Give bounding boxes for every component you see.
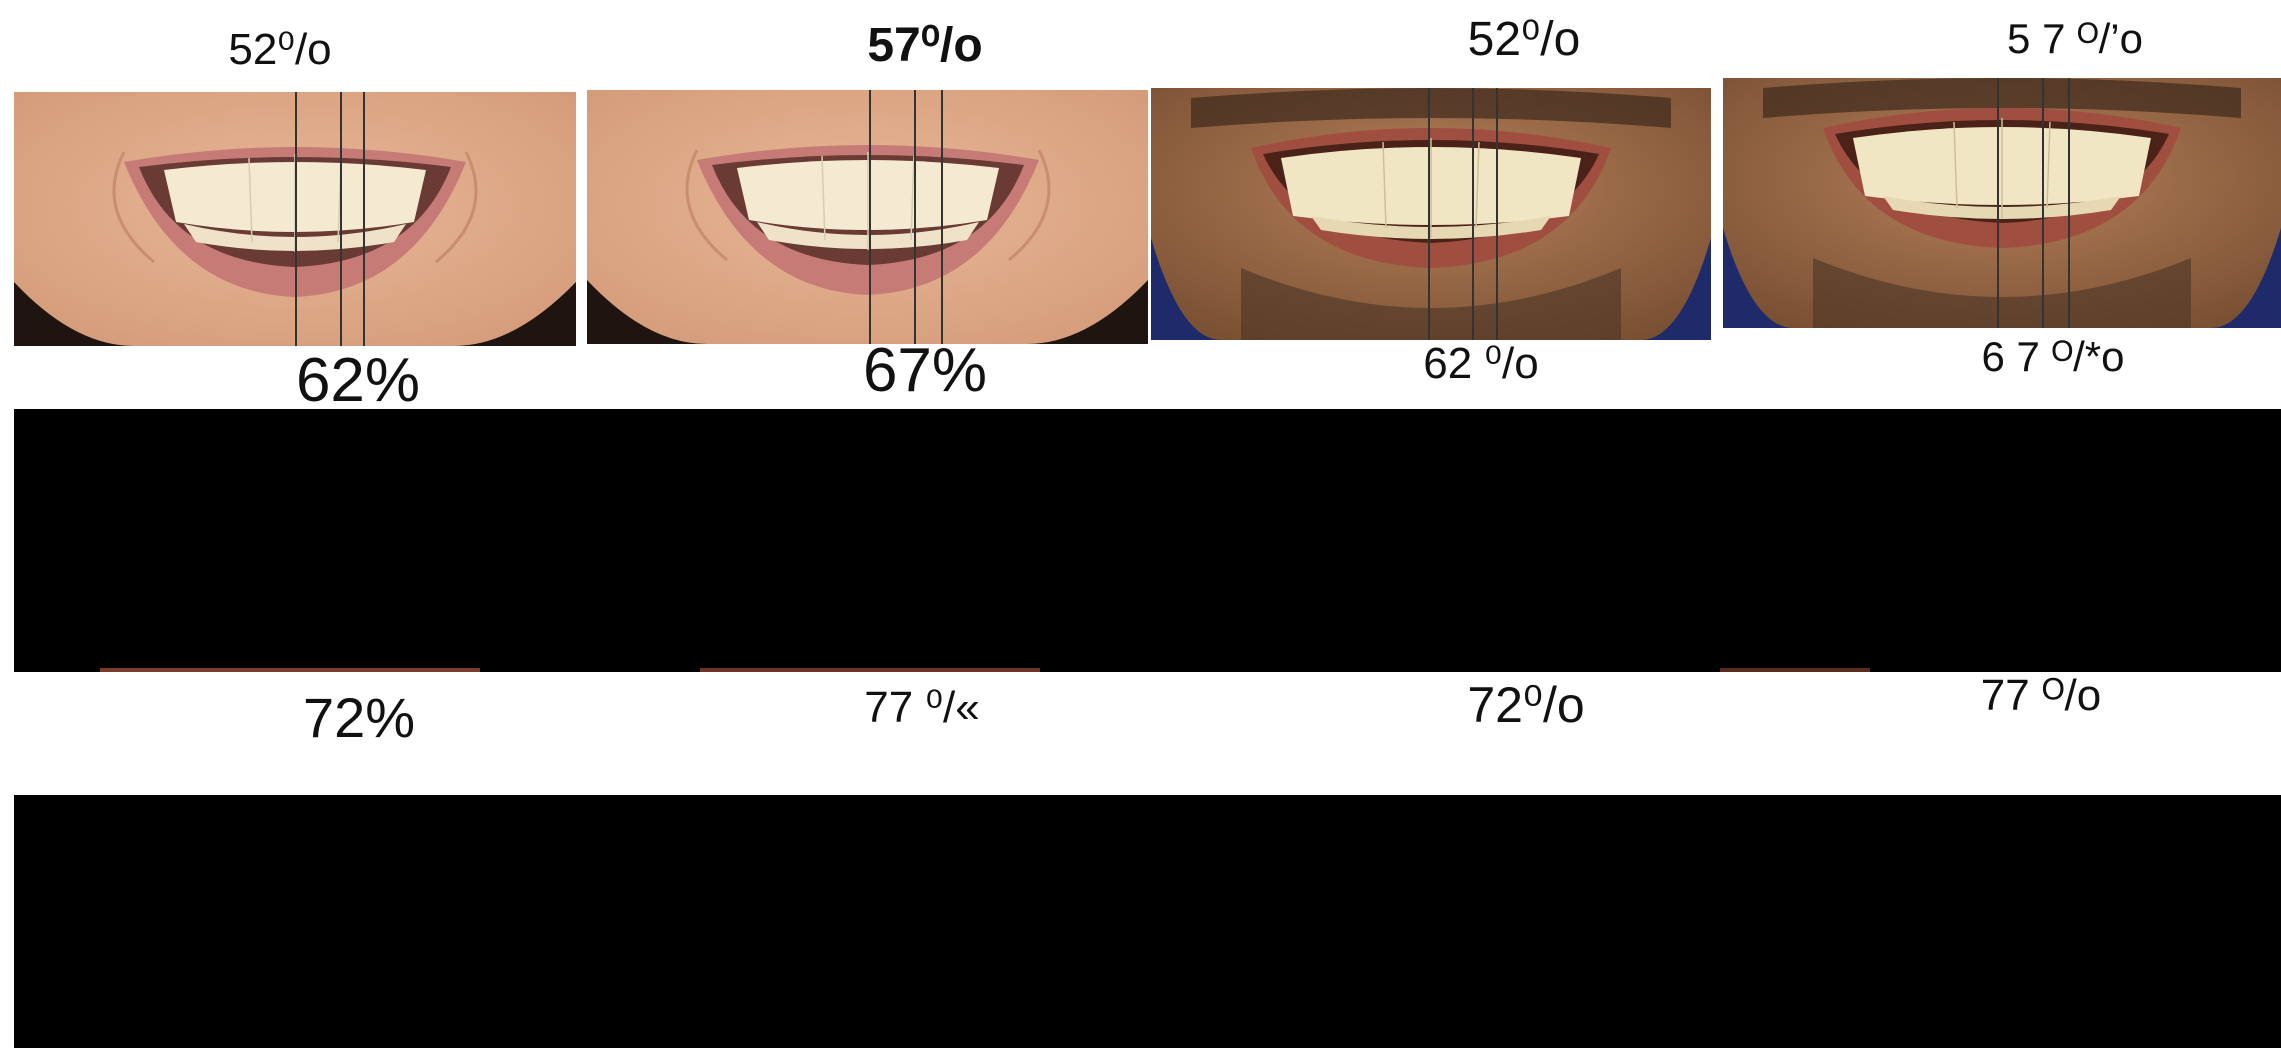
label-row2-col1: 62% bbox=[295, 346, 421, 415]
label-row3-col2: 77 ⁰/« bbox=[864, 683, 980, 732]
smile-female-52 bbox=[14, 92, 576, 346]
label-row1-col3: 52⁰/o bbox=[1467, 13, 1581, 66]
label-row2-col4: 6 7 ᴼ/*o bbox=[1981, 333, 2125, 380]
smile-photo-female-1 bbox=[14, 92, 576, 346]
label-row3-col1: 72% bbox=[302, 686, 416, 749]
smile-photo-female-2 bbox=[587, 90, 1148, 344]
label-row1-col4: 5 7 ᴼ/’o bbox=[2007, 15, 2143, 62]
label-row1-col1: 52⁰/o bbox=[228, 25, 332, 74]
label-row2-col2: 67% bbox=[862, 336, 988, 405]
label-row3-col4: 77 ᴼ/o bbox=[1980, 671, 2102, 720]
smile-photo-male-1 bbox=[1151, 88, 1711, 340]
edge-strip-1 bbox=[100, 668, 480, 672]
smile-female-57 bbox=[587, 90, 1148, 344]
edge-strip-3 bbox=[1720, 668, 1870, 672]
edge-strip-2 bbox=[700, 668, 1040, 672]
smile-male-52 bbox=[1151, 88, 1711, 340]
label-row1-col2: 57⁰/o bbox=[867, 19, 983, 72]
blacked-out-row-3 bbox=[14, 795, 2281, 1048]
smile-photo-male-2 bbox=[1723, 78, 2281, 328]
smile-male-57 bbox=[1723, 78, 2281, 328]
label-row3-col3: 72⁰/o bbox=[1467, 677, 1585, 733]
blacked-out-row-2 bbox=[14, 409, 2281, 672]
label-row2-col3: 62 ⁰/o bbox=[1423, 339, 1539, 388]
